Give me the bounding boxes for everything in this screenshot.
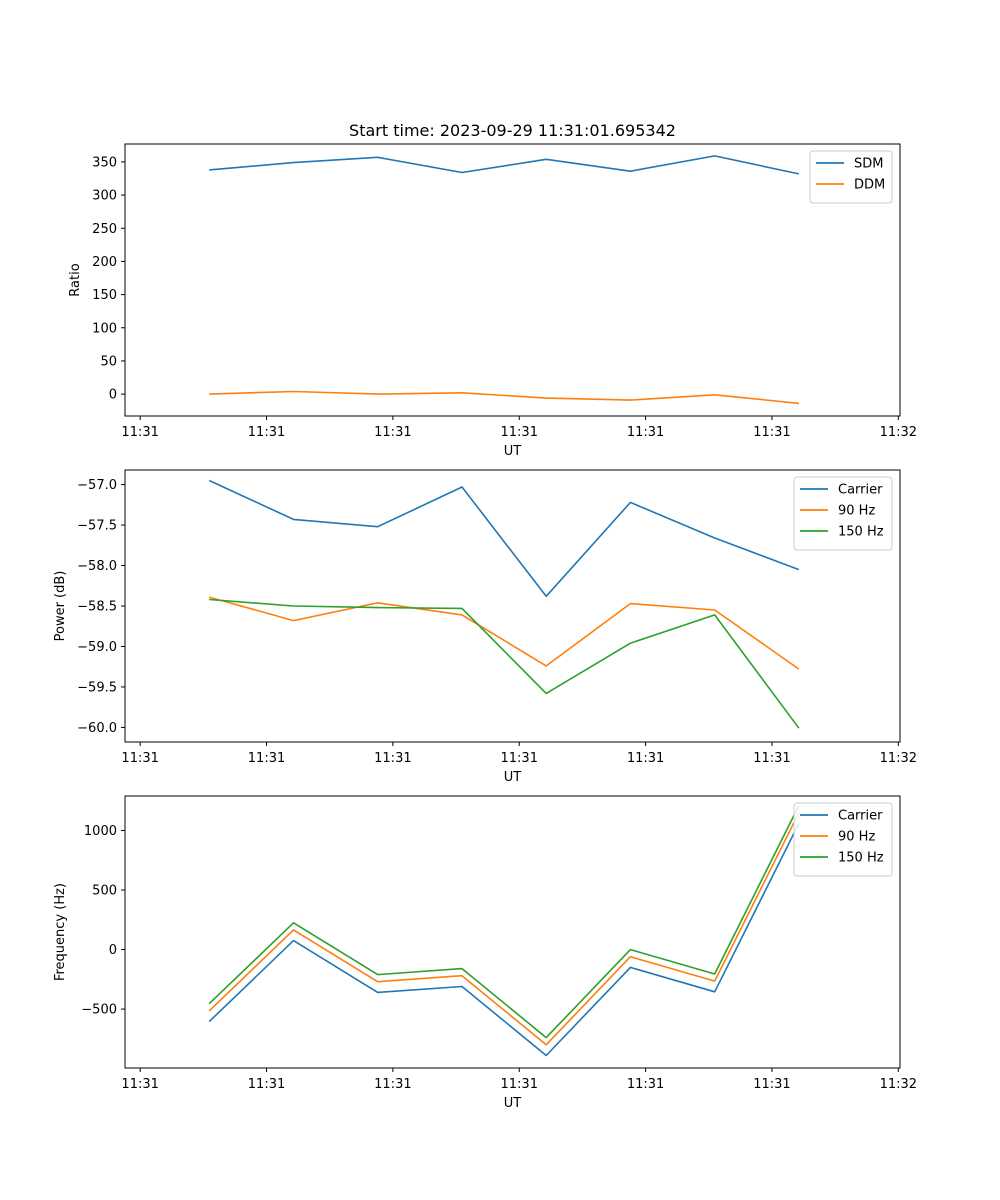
axes-frame-3	[124, 795, 901, 1069]
x-tick-label: 11:31	[374, 1077, 411, 1092]
series-line-carrier-p3	[208, 823, 800, 1057]
x-tick-label: 11:31	[753, 751, 790, 766]
plot-area-2	[125, 470, 900, 742]
y-tick-label: 200	[92, 255, 117, 270]
y-tick-label: −57.0	[77, 478, 117, 493]
x-tick-label: 11:32	[880, 751, 917, 766]
y-tick-label: −57.5	[77, 519, 117, 534]
y-tick-label: 350	[92, 155, 117, 170]
y-axis-label-2: Power (dB)	[53, 571, 68, 642]
y-tick-label: 0	[109, 943, 117, 958]
x-tick-label: 11:31	[501, 751, 538, 766]
legend-box	[809, 150, 893, 204]
y-tick-label: 150	[92, 288, 117, 303]
y-tick-label: −60.0	[77, 721, 117, 736]
legend-label: DDM	[854, 178, 885, 193]
y-axis-label-3: Frequency (Hz)	[53, 883, 68, 981]
x-tick-label: 11:31	[753, 425, 790, 440]
panel-3: 11:31 11:31 11:31 11:31 11:31 11:31 11:32 −500 0…	[53, 795, 917, 1111]
series-line-150-hz-p2	[209, 598, 800, 729]
y-tick-label: −58.0	[77, 559, 117, 574]
x-tick-label: 11:31	[248, 751, 285, 766]
legend-label: 90 Hz	[838, 504, 875, 519]
legend-label: Carrier	[838, 809, 883, 824]
x-tick-label: 11:31	[627, 751, 664, 766]
y-axis-label-1: Ratio	[68, 263, 83, 296]
y-tick-label: −59.0	[77, 640, 117, 655]
y-tick-label: 250	[92, 222, 117, 237]
y-tick-label: 500	[92, 884, 117, 899]
x-tick-label: 11:31	[121, 425, 158, 440]
x-tick-label: 11:31	[627, 1077, 664, 1092]
legend-label: 150 Hz	[838, 525, 884, 540]
series-line-carrier-p2	[208, 479, 800, 598]
series-line-150-hz-p3	[208, 805, 800, 1039]
x-tick-label: 11:31	[753, 1077, 790, 1092]
plot-area-3	[125, 796, 900, 1068]
x-axis-label-2: UT	[504, 770, 522, 785]
y-tick-label: 1000	[84, 824, 117, 839]
x-tick-label: 11:31	[248, 1077, 285, 1092]
y-tick-label: 0	[109, 388, 117, 403]
series-line-90-hz-p3	[208, 812, 800, 1046]
plot-area-1	[125, 144, 900, 416]
y-tick-label: −59.5	[77, 680, 117, 695]
legend-2: Carrier 90 Hz 150 Hz	[793, 476, 893, 551]
legend-label: 150 Hz	[838, 851, 884, 866]
y-tick-label: 300	[92, 189, 117, 204]
x-tick-label: 11:31	[627, 425, 664, 440]
x-tick-label: 11:31	[374, 751, 411, 766]
legend-3: Carrier 90 Hz 150 Hz	[793, 802, 893, 877]
x-axis-label-3: UT	[504, 1096, 522, 1111]
x-tick-label: 11:31	[501, 1077, 538, 1092]
legend-label: SDM	[854, 157, 883, 172]
panel-2: 11:31 11:31 11:31 11:31 11:31 11:31 11:32 −60.0…	[53, 469, 917, 785]
y-tick-label: −500	[81, 1003, 117, 1018]
x-tick-label: 11:31	[501, 425, 538, 440]
y-tick-label: 50	[100, 354, 117, 369]
x-axis-label-1: UT	[504, 444, 522, 459]
x-tick-label: 11:31	[121, 1077, 158, 1092]
y-tick-label: −58.5	[77, 600, 117, 615]
y-tick-label: 100	[92, 321, 117, 336]
legend-1: SDM DDM	[809, 150, 893, 204]
x-tick-label: 11:31	[121, 751, 158, 766]
series-line-ddm-p1	[209, 390, 799, 405]
series-line-90-hz-p2	[208, 596, 800, 670]
legend-label: 90 Hz	[838, 830, 875, 845]
x-tick-label: 11:31	[248, 425, 285, 440]
series-line-sdm-p1	[209, 155, 800, 175]
x-tick-label: 11:32	[880, 1077, 917, 1092]
legend-label: Carrier	[838, 483, 883, 498]
x-tick-label: 11:32	[880, 425, 917, 440]
axes-frame-1	[124, 143, 901, 417]
panel-1: 11:31 11:31 11:31 11:31 11:31 11:31 11:32 0 50 10…	[68, 121, 917, 459]
chart-title: Start time: 2023-09-29 11:31:01.695342	[349, 121, 676, 140]
x-tick-label: 11:31	[374, 425, 411, 440]
